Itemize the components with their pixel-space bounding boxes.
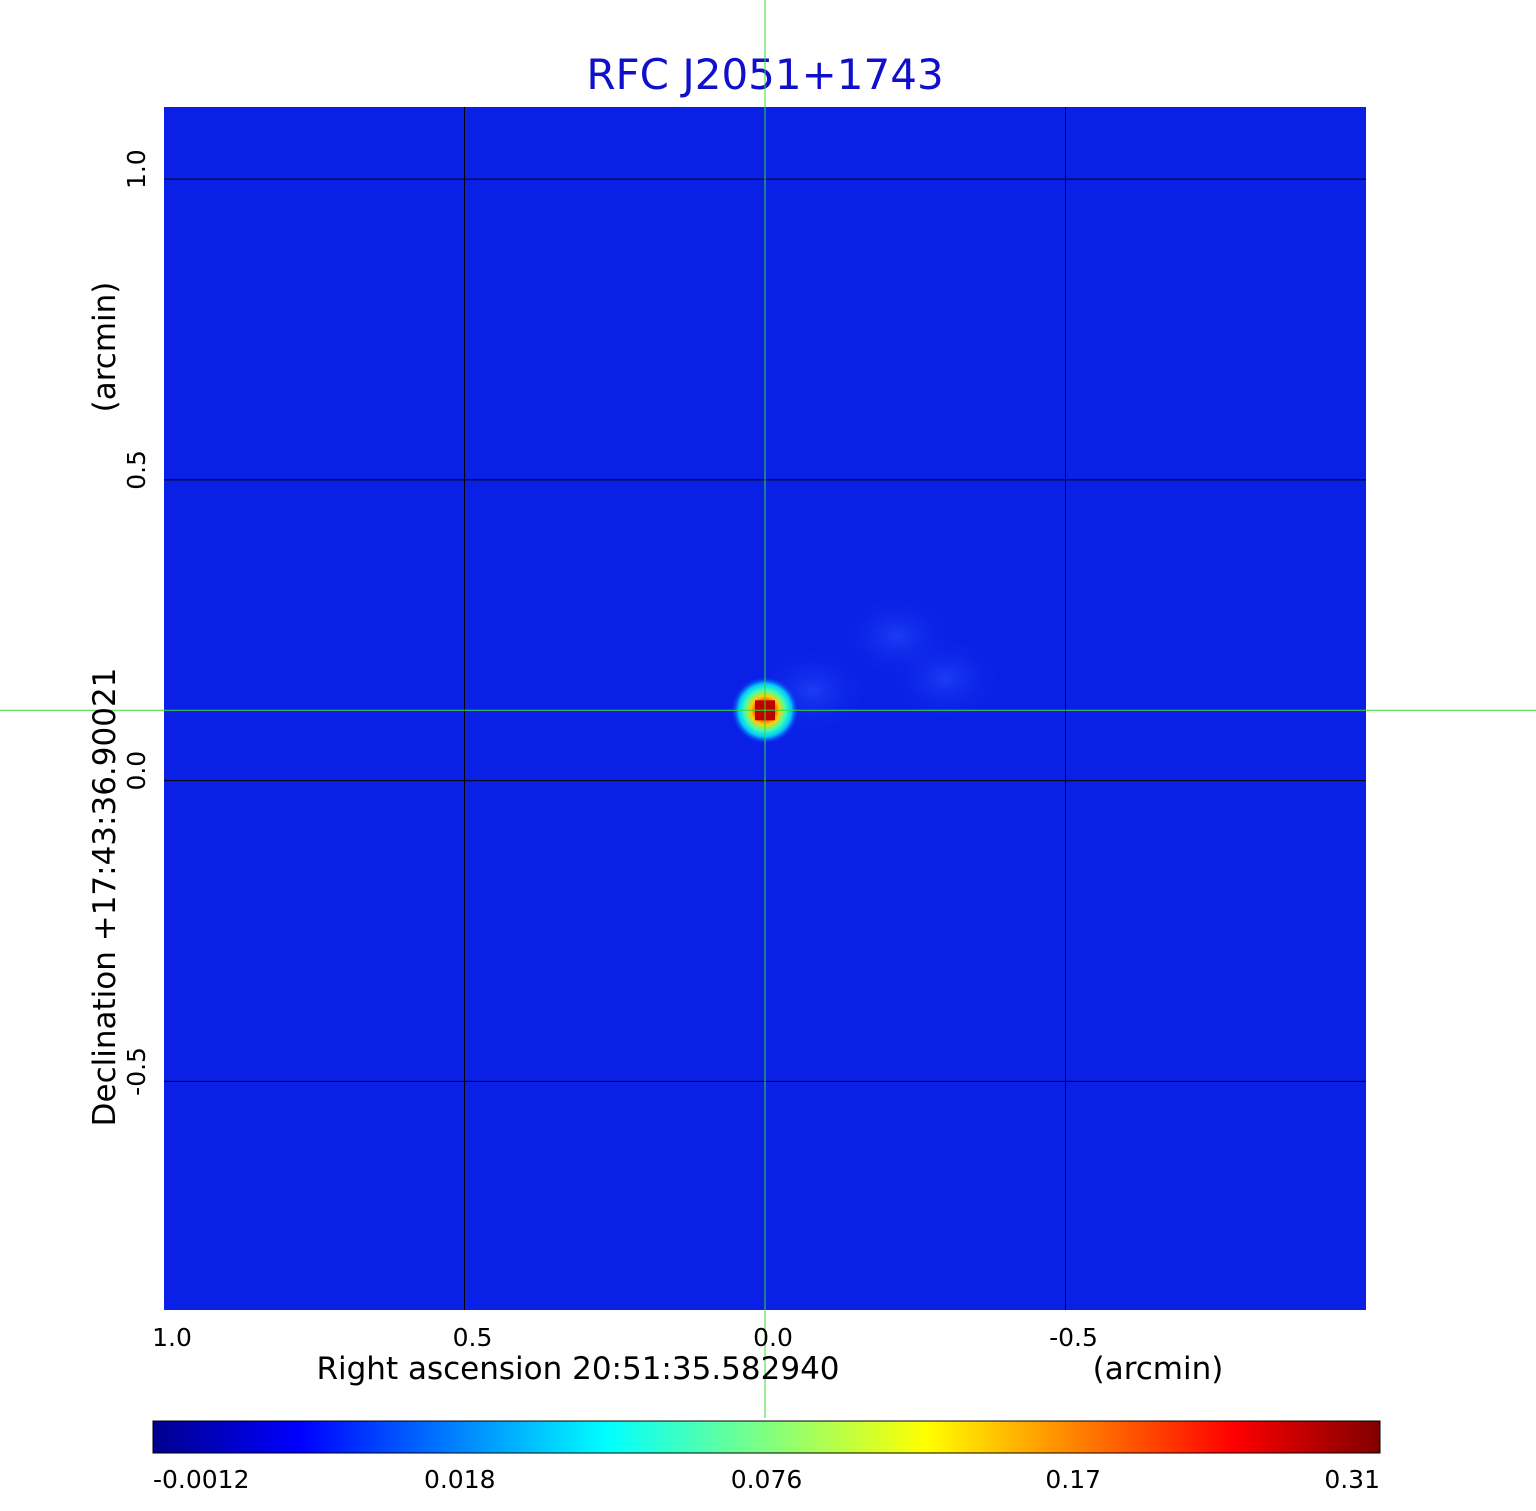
colorbar-tick-label: -0.0012 [153, 1465, 250, 1494]
colorbar-tick-label: 0.17 [1045, 1465, 1101, 1494]
x-axis-unit: (arcmin) [1093, 1351, 1224, 1387]
x-axis-label: Right ascension 20:51:35.582940 [316, 1351, 839, 1387]
y-tick-label: 1.0 [122, 149, 151, 189]
emission-blob [885, 633, 1006, 724]
y-axis-label: Declination +17:43:36.90021 [87, 668, 123, 1127]
y-tick-label: 0.5 [122, 450, 151, 490]
x-tick-labels: 1.0 0.5 0.0 -0.5 [152, 1323, 1098, 1352]
y-axis-unit: (arcmin) [87, 282, 123, 413]
x-tick-label: -0.5 [1049, 1323, 1098, 1352]
x-tick-label: 0.0 [753, 1323, 793, 1352]
colorbar [152, 1420, 1381, 1454]
colorbar-tick-label: 0.076 [731, 1465, 803, 1494]
x-tick-label: 0.5 [453, 1323, 493, 1352]
y-tick-label: -0.5 [122, 1047, 151, 1096]
extended-emission [753, 591, 1006, 736]
colorbar-tick-label: 0.018 [424, 1465, 496, 1494]
x-tick-label: 1.0 [152, 1323, 192, 1352]
colorbar-tick-label: 0.31 [1324, 1465, 1380, 1494]
y-tick-label: 0.0 [122, 751, 151, 791]
y-tick-labels: 1.0 0.5 0.0 -0.5 [122, 149, 151, 1096]
colorbar-tick-labels: -0.0012 0.018 0.076 0.17 0.31 [153, 1465, 1380, 1494]
crosshair [0, 0, 1536, 1418]
